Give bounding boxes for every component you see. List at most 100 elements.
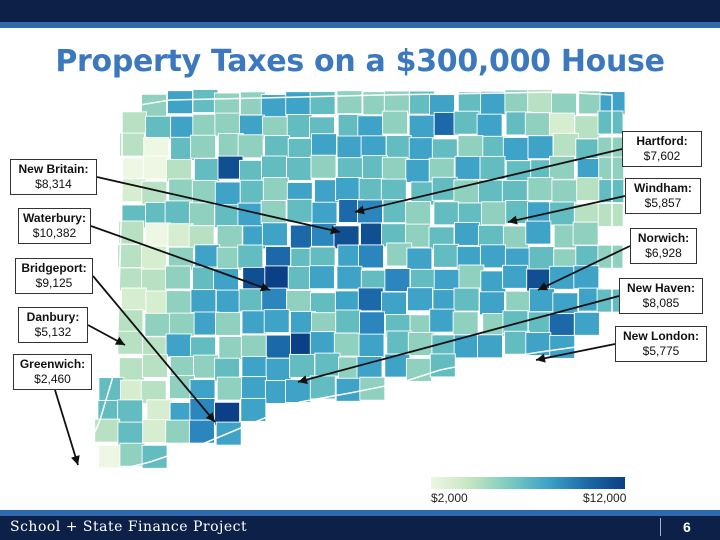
town-tile [453, 110, 480, 135]
arrow-hartford [354, 148, 623, 213]
town-tile [120, 287, 147, 312]
callout-name: Waterbury: [23, 211, 86, 225]
arrow-windham [507, 195, 626, 223]
footer-accent-stripe [0, 510, 720, 516]
town-tile [502, 137, 529, 161]
town-tile [597, 110, 624, 135]
town-tile [193, 158, 220, 183]
town-tile [190, 134, 217, 159]
town-tile [164, 200, 191, 225]
callout-bridgeport: Bridgeport: $9,125 [15, 258, 93, 294]
town-tile [141, 353, 168, 378]
town-tile [548, 112, 575, 137]
town-tile [429, 308, 456, 333]
town-tile [433, 201, 460, 226]
town-tile [527, 135, 554, 160]
callout-value: $6,928 [645, 246, 682, 260]
town-tile [145, 115, 172, 140]
callout-hartford: Hartford: $7,602 [622, 131, 702, 167]
callout-new-haven: New Haven: $8,085 [619, 278, 703, 314]
town-tile [164, 265, 191, 290]
callout-value: $10,382 [32, 226, 77, 240]
town-tile [408, 114, 435, 139]
callout-windham: Windham: $5,857 [625, 178, 701, 214]
town-tile [188, 419, 215, 444]
town-tile [479, 244, 506, 269]
town-tile [213, 92, 240, 117]
town-tile [264, 135, 291, 160]
footer-org-name: School + State Finance Project [10, 519, 248, 535]
town-tile [528, 288, 555, 313]
slide-title: Property Taxes on a $300,000 House [55, 44, 665, 79]
arrowhead-waterbury [260, 282, 270, 292]
town-tile [265, 334, 292, 359]
arrowhead-danbury [114, 336, 125, 345]
town-tile [478, 179, 504, 204]
town-tile [119, 442, 146, 467]
town-tile [573, 265, 600, 290]
callout-name: Windham: [634, 181, 692, 195]
town-tile [479, 291, 505, 316]
town-tile [188, 202, 215, 227]
callout-value: $8,085 [642, 296, 680, 310]
arrowhead-windham [508, 215, 518, 225]
town-tile [261, 155, 287, 180]
town-tile [405, 201, 432, 225]
town-tile [335, 377, 362, 402]
callout-value: $5,775 [642, 344, 680, 358]
town-tile [190, 289, 217, 314]
callout-name: Bridgeport: [21, 261, 87, 275]
arrow-new-london [535, 343, 616, 361]
arrowhead-greenwich [71, 455, 80, 465]
callout-name: New London: [623, 329, 699, 343]
town-tile [214, 181, 241, 206]
town-tile [241, 376, 267, 401]
town-tile [286, 114, 313, 138]
town-tile [477, 334, 503, 359]
callout-value: $5,857 [644, 196, 682, 210]
town-tile [241, 355, 268, 380]
town-tile [165, 333, 192, 358]
town-tile [479, 155, 506, 180]
callout-arrows [54, 148, 631, 466]
arrow-new-britain [96, 176, 341, 233]
arrow-waterbury [90, 225, 271, 291]
town-tile [552, 132, 579, 157]
town-tile [598, 156, 625, 181]
callout-name: New Britain: [18, 162, 89, 176]
town-tile [454, 155, 481, 180]
town-tile [384, 268, 411, 292]
town-tile [168, 312, 195, 337]
town-tile [382, 110, 409, 135]
town-tile [215, 311, 241, 336]
callout-name: Greenwich: [19, 357, 86, 371]
state-outline [73, 91, 613, 479]
callout-value: $8,314 [35, 177, 72, 191]
town-tile [286, 290, 313, 314]
town-tile [333, 332, 360, 357]
town-tile [238, 288, 265, 313]
town-tile [502, 225, 529, 250]
town-tile [237, 244, 264, 269]
town-tile [336, 135, 363, 160]
town-tiles [94, 89, 626, 469]
callout-greenwich: Greenwich: $2,460 [13, 354, 92, 390]
town-tile [311, 133, 337, 158]
arrow-norwich [537, 245, 631, 291]
callout-danbury: Danbury: $5,132 [18, 307, 88, 343]
town-tile [358, 333, 385, 358]
arrow-new-haven [297, 295, 620, 383]
town-tile [548, 313, 575, 338]
town-tile [407, 287, 433, 312]
town-tile [237, 134, 264, 159]
town-tile [381, 291, 407, 316]
town-tile [142, 155, 169, 180]
callout-name: Danbury: [26, 310, 80, 324]
top-banner [0, 0, 720, 22]
town-tile [453, 287, 480, 312]
callout-name: Norwich: [637, 231, 690, 245]
town-tile [117, 244, 144, 268]
town-tile [572, 221, 599, 246]
town-tile [289, 353, 316, 378]
